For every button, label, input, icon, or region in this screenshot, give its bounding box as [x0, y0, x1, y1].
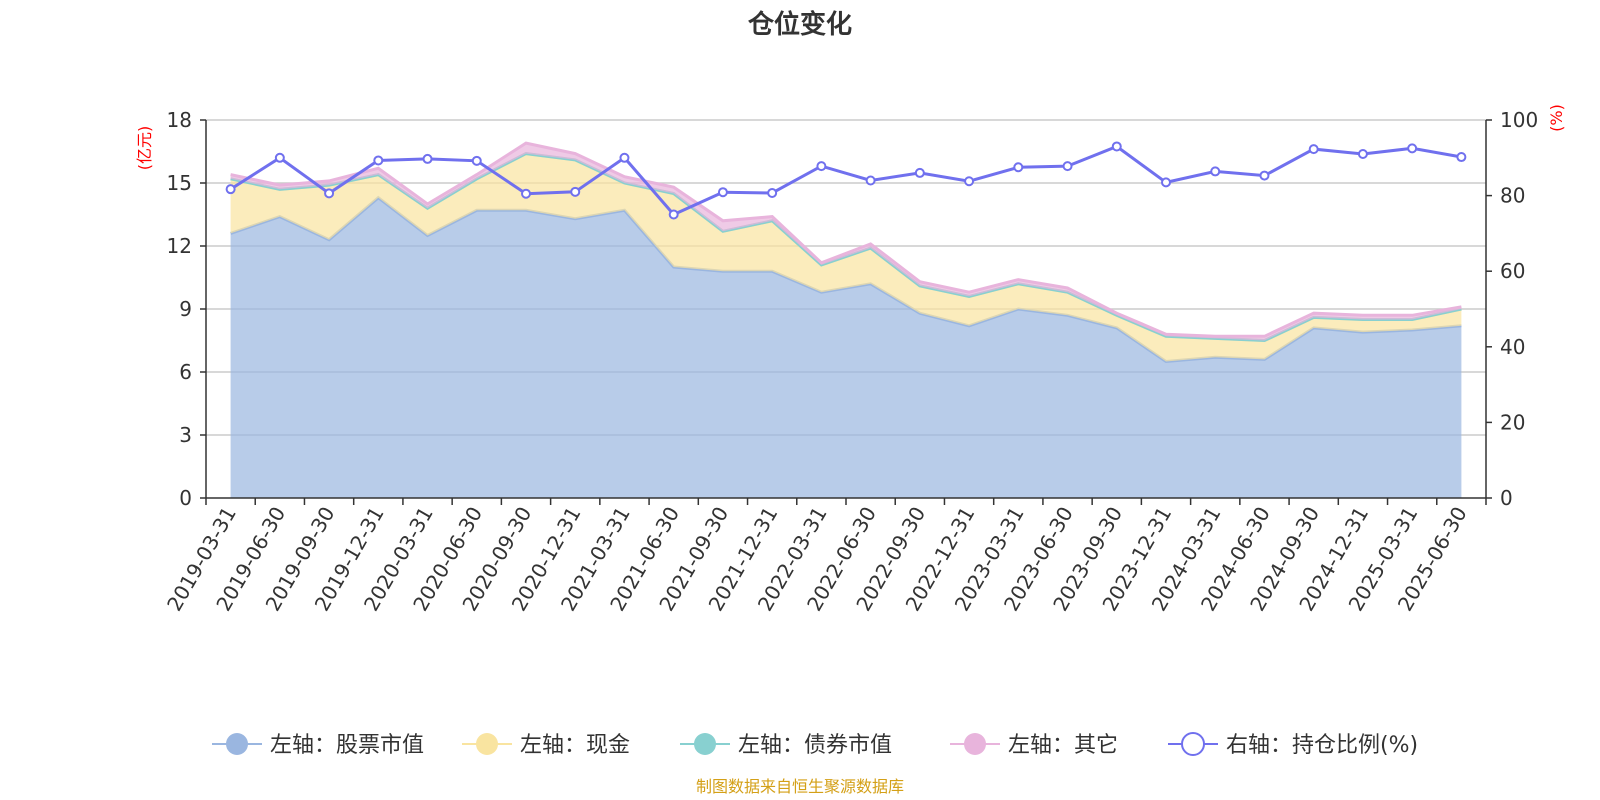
- legend-swatch-marker: [476, 733, 498, 755]
- left-tick-label: 18: [167, 108, 192, 132]
- legend: 左轴：股票市值 左轴：现金 左轴：债券市值 左轴：其它 右轴：持仓比例(%): [212, 732, 1418, 758]
- ratio-point: [225, 184, 236, 195]
- legend-swatch-circle: [950, 733, 1000, 755]
- legend-item: 左轴：其它: [950, 733, 1118, 758]
- ratio-point: [1407, 143, 1418, 154]
- ratio-point: [914, 167, 925, 178]
- ratio-point: [964, 176, 975, 187]
- ratio-point: [1013, 162, 1024, 173]
- legend-item: 左轴：股票市值: [212, 733, 424, 758]
- legend-swatch-marker: [694, 733, 716, 755]
- left-tick-label: 6: [179, 360, 192, 384]
- legend-swatch-circle-outline: [1168, 732, 1218, 756]
- left-axis-unit: (亿元): [135, 126, 154, 171]
- ratio-point: [1062, 161, 1073, 172]
- chart-title: 仓位变化: [747, 9, 852, 40]
- area-fill: [230, 197, 1462, 498]
- ratio-point: [865, 175, 876, 186]
- legend-swatch-circle: [462, 733, 512, 755]
- data-source-note: 制图数据来自恒生聚源数据库: [696, 777, 904, 796]
- legend-item: 左轴：债券市值: [680, 733, 892, 758]
- left-tick-label: 3: [179, 423, 192, 447]
- legend-swatch-marker: [1181, 732, 1205, 756]
- ratio-point: [1161, 177, 1171, 188]
- right-tick-label: 40: [1500, 335, 1525, 359]
- ratio-point: [570, 186, 581, 197]
- legend-label: 右轴：持仓比例(%): [1226, 733, 1418, 758]
- legend-label: 左轴：其它: [1008, 733, 1118, 758]
- ratio-line-series: [225, 141, 1467, 220]
- ratio-point: [521, 188, 531, 199]
- ratio-point: [373, 155, 384, 166]
- ratio-point: [274, 152, 285, 163]
- area-edge-line: [230, 141, 1462, 338]
- right-tick-label: 80: [1500, 184, 1525, 208]
- ratio-point: [422, 153, 433, 164]
- left-tick-label: 9: [179, 297, 192, 321]
- legend-item: 右轴：持仓比例(%): [1168, 732, 1418, 758]
- left-tick-label: 15: [167, 171, 192, 195]
- legend-label: 左轴：现金: [520, 733, 630, 758]
- right-tick-label: 0: [1500, 486, 1513, 510]
- ratio-point: [1456, 152, 1467, 163]
- legend-swatch-circle: [680, 733, 730, 755]
- legend-swatch-circle: [212, 733, 262, 755]
- ratio-point: [1357, 149, 1368, 160]
- ratio-point: [767, 187, 778, 198]
- right-tick-label: 100: [1500, 108, 1538, 132]
- ratio-point: [816, 161, 827, 172]
- ratio-point: [324, 188, 335, 199]
- legend-label: 左轴：债券市值: [738, 733, 892, 758]
- legend-swatch-marker: [964, 733, 986, 755]
- ratio-line: [229, 144, 1462, 217]
- ratio-point: [1308, 144, 1319, 155]
- ratio-point: [619, 152, 630, 163]
- right-tick-label: 60: [1500, 259, 1525, 283]
- right-tick-label: 20: [1500, 410, 1525, 434]
- legend-item: 左轴：现金: [462, 733, 630, 758]
- ratio-point: [668, 209, 679, 220]
- left-tick-label: 12: [167, 234, 192, 258]
- ratio-point: [471, 155, 482, 166]
- legend-swatch-marker: [226, 733, 248, 755]
- right-axis-unit: (%): [1547, 104, 1566, 132]
- legend-label: 左轴：股票市值: [270, 733, 424, 758]
- ratio-point: [1210, 166, 1221, 177]
- ratio-point: [1111, 141, 1122, 152]
- ratio-point: [1259, 170, 1270, 181]
- left-tick-label: 0: [179, 486, 192, 510]
- ratio-point: [717, 187, 728, 198]
- area-series: [230, 141, 1462, 498]
